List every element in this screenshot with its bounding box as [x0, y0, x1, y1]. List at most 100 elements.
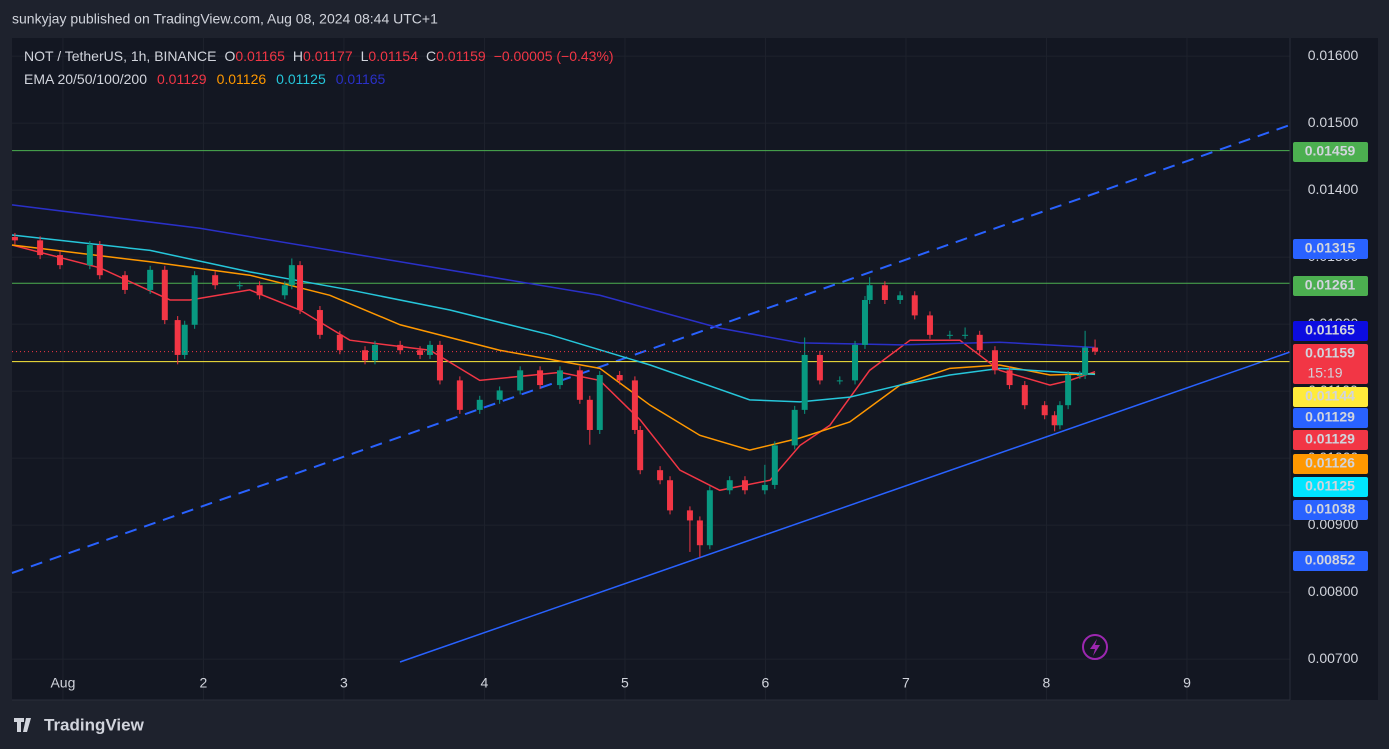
candle-body — [657, 470, 664, 481]
candle-body — [866, 285, 873, 300]
y-tick-label: 0.00800 — [1308, 583, 1359, 599]
price-label-box — [1293, 430, 1368, 450]
ema-value: 0.01125 — [276, 71, 326, 87]
candle-body — [288, 265, 295, 286]
candle-body — [576, 370, 583, 400]
ohlc-value: 0.01154 — [368, 48, 418, 64]
candle-body — [696, 520, 703, 546]
price-label-box — [1293, 454, 1368, 474]
candle-body — [147, 269, 154, 290]
candle-body — [852, 344, 859, 381]
candle-body — [86, 245, 93, 266]
candle-body — [726, 480, 733, 491]
candle-body — [191, 275, 198, 325]
logo-icon — [14, 718, 31, 732]
header: sunkyjay published on TradingView.com, A… — [12, 11, 438, 27]
candle-body — [181, 324, 188, 355]
candle-body — [761, 484, 768, 491]
x-tick-label: 3 — [340, 675, 348, 691]
y-tick-label: 0.01500 — [1308, 114, 1359, 130]
candle-body — [1082, 347, 1089, 376]
ohlc-value: 0.01159 — [436, 48, 486, 64]
candle-body — [362, 350, 369, 361]
candle-body — [1041, 405, 1048, 416]
candle-body — [801, 354, 808, 410]
marks — [11, 150, 1290, 558]
indicator: EMA 20/50/100/200 — [24, 71, 147, 87]
candle-body — [537, 370, 544, 386]
candle-body — [1021, 385, 1028, 406]
candle-body — [637, 429, 644, 471]
candle-body — [397, 344, 404, 351]
price-label-box — [1293, 387, 1368, 407]
price-label: 0.01144 — [1305, 388, 1355, 404]
price-label: 0.01159 — [1305, 345, 1355, 361]
ema-value: 0.01165 — [336, 71, 386, 87]
x-tick-label: 5 — [621, 675, 629, 691]
candle-body — [1006, 370, 1013, 386]
candle-body — [1065, 375, 1072, 406]
ohlc-key: L — [361, 48, 369, 64]
candle-body — [426, 344, 433, 355]
price-label: 0.01315 — [1305, 240, 1356, 256]
candle-body — [976, 334, 983, 351]
candle-body — [456, 380, 463, 410]
change: −0.00005 (−0.43%) — [494, 48, 614, 64]
ema-line — [11, 234, 1096, 403]
plot-area — [12, 38, 1378, 700]
price-label: 0.01129 — [1305, 431, 1355, 447]
price-label-box — [1293, 500, 1368, 520]
candle-body — [121, 275, 128, 290]
candle-body — [256, 285, 263, 296]
candle-body — [791, 409, 798, 446]
candle-body — [297, 265, 304, 311]
price-label: 0.01038 — [1305, 501, 1356, 517]
candle-body — [37, 240, 44, 256]
candle-body — [962, 334, 969, 336]
candle-body — [371, 344, 378, 361]
ohlc-value: 0.01165 — [235, 48, 285, 64]
candle-body — [946, 334, 953, 336]
price-label-box — [1293, 477, 1368, 497]
candle-body — [686, 510, 693, 521]
candle-body — [911, 295, 918, 316]
candle-body — [336, 334, 343, 351]
candle-body — [897, 295, 904, 300]
candle-body — [316, 310, 323, 335]
price-label-box — [1293, 142, 1368, 162]
price-label: 0.01261 — [1305, 277, 1356, 293]
ohlc-key: H — [293, 48, 303, 64]
candle-body — [417, 350, 424, 355]
legend: NOT / TetherUS, 1h, BINANCE O0.01165 H0.01… — [24, 48, 614, 64]
candle-body — [836, 380, 843, 382]
candle-body — [991, 350, 998, 371]
price-label: 0.01126 — [1305, 455, 1355, 471]
candle-body — [1092, 347, 1099, 352]
candle-body — [161, 269, 168, 321]
alert-bolt — [1090, 639, 1100, 656]
candle-body — [741, 480, 748, 491]
ema-line — [11, 204, 1096, 349]
alert-icon[interactable] — [1082, 634, 1108, 660]
candle-body — [616, 375, 623, 381]
candle-body — [436, 344, 443, 381]
candle-body — [861, 299, 868, 345]
candle-body — [1051, 415, 1058, 426]
price-label: 0.01125 — [1305, 478, 1355, 494]
candle-body — [1056, 405, 1063, 426]
price-label-box — [1293, 321, 1368, 341]
candle-body — [596, 375, 603, 430]
price-label-box — [1293, 276, 1368, 296]
x-tick-label: 9 — [1183, 675, 1191, 691]
price-label-box — [1293, 408, 1368, 428]
price-label: 0.01165 — [1305, 322, 1355, 338]
candle-body — [174, 320, 181, 355]
ohlc-value: 0.01177 — [303, 48, 353, 64]
countdown: 15:19 — [1307, 365, 1342, 381]
candle-body — [1076, 375, 1083, 377]
candle-body — [631, 380, 638, 430]
candle-body — [556, 370, 563, 386]
candle-body — [11, 237, 18, 241]
candle-body — [771, 445, 778, 485]
candle-body — [476, 399, 483, 410]
